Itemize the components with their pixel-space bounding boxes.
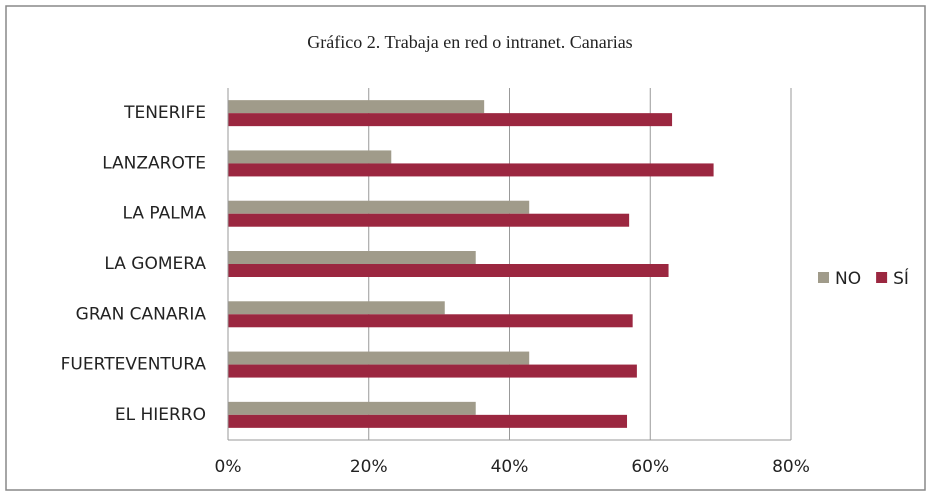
y-tick-label: FUERTEVENTURA <box>61 355 207 375</box>
bar <box>228 364 637 378</box>
bar <box>228 100 485 114</box>
x-tick-label: 60% <box>631 457 669 477</box>
x-tick-label: 40% <box>491 457 529 477</box>
bar <box>228 251 476 264</box>
y-tick-label: LANZAROTE <box>102 153 206 173</box>
x-tick-label: 80% <box>772 457 810 477</box>
bar <box>228 113 673 127</box>
bar <box>228 213 630 227</box>
chart-title: Gráfico 2. Trabaja en red o intranet. Ca… <box>307 32 632 52</box>
bar <box>228 163 714 177</box>
y-tick-label: EL HIERRO <box>115 405 206 425</box>
legend-label: NO <box>835 269 861 289</box>
legend-label: SÍ <box>893 267 909 289</box>
bar <box>228 414 628 428</box>
bar <box>228 301 445 315</box>
legend-swatch <box>876 272 888 283</box>
bar <box>228 314 633 328</box>
bar <box>228 351 530 365</box>
y-tick-label: LA GOMERA <box>104 254 206 274</box>
bar <box>228 401 476 415</box>
bar <box>228 264 669 277</box>
bar <box>228 200 530 214</box>
y-tick-label: GRAN CANARIA <box>76 304 207 324</box>
x-tick-label: 20% <box>350 457 388 477</box>
bar <box>228 150 392 164</box>
legend-swatch <box>818 272 829 283</box>
y-tick-label: LA PALMA <box>123 204 207 224</box>
y-tick-label: TENERIFE <box>123 103 206 123</box>
x-tick-label: 0% <box>215 457 242 477</box>
